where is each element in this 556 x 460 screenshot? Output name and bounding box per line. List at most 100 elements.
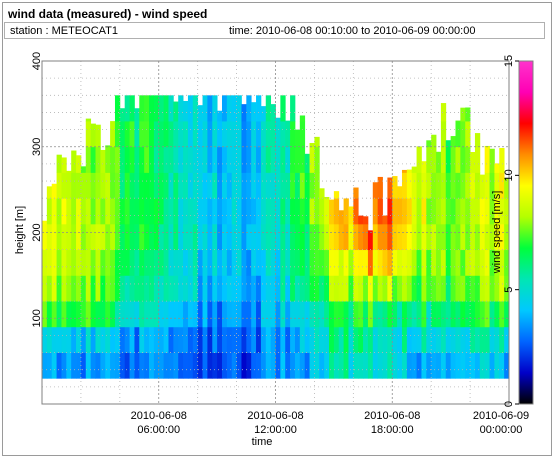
heatmap-cell (153, 146, 160, 173)
heatmap-cell (484, 301, 490, 328)
heatmap-cell (46, 198, 53, 225)
heatmap-cell (251, 301, 257, 328)
heatmap-cell (392, 275, 398, 302)
heatmap-cell (212, 249, 218, 276)
heatmap-cell (139, 121, 145, 148)
heatmap-cell (426, 326, 432, 353)
heatmap-cell (338, 275, 344, 302)
heatmap-cell (294, 352, 301, 379)
heatmap-cell (382, 326, 388, 353)
heatmap-cell (187, 275, 194, 302)
heatmap-cell (343, 301, 349, 328)
heatmap-cell (51, 223, 57, 251)
heatmap-cell (397, 223, 403, 251)
heatmap-cell (231, 223, 237, 251)
heatmap-cell (299, 326, 306, 353)
heatmap-cell (173, 275, 179, 302)
heatmap-cell (460, 301, 466, 328)
heatmap-cell (231, 198, 237, 225)
heatmap-cell (445, 146, 452, 173)
heatmap-cell (270, 275, 276, 302)
heatmap-cell (168, 301, 174, 328)
heatmap-cell (450, 352, 456, 379)
heatmap-cell (314, 301, 320, 328)
heatmap-cell (333, 275, 340, 302)
heatmap-cell (100, 275, 106, 302)
heatmap-cell (285, 352, 291, 379)
heatmap-cell (197, 198, 203, 225)
heatmap-cell (61, 301, 67, 328)
heatmap-cell (260, 223, 267, 251)
x-axis-label: time (252, 436, 273, 448)
heatmap-cell (333, 352, 340, 379)
heatmap-cell (324, 249, 330, 276)
heatmap-cell (241, 326, 247, 353)
heatmap-cell (212, 275, 218, 302)
heatmap-cell (294, 275, 301, 302)
heatmap-cell (348, 206, 354, 225)
heatmap-cell (290, 326, 296, 353)
heatmap-cell (333, 326, 340, 353)
heatmap-cell (105, 223, 111, 251)
heatmap-cell (367, 249, 374, 276)
heatmap-cell (202, 301, 208, 328)
heatmap-cell (212, 301, 218, 328)
heatmap-cell (372, 275, 379, 302)
heatmap-cell (406, 326, 413, 353)
heatmap-cell (470, 249, 476, 276)
chart-title: wind data (measured) - wind speed (8, 7, 208, 21)
heatmap-cell (324, 198, 330, 225)
heatmap-cell (105, 352, 111, 379)
heatmap-cell (95, 124, 101, 148)
heatmap-cell (421, 326, 427, 353)
heatmap-cell (436, 249, 442, 276)
station-label: station : METEOCAT1 (10, 25, 118, 37)
heatmap-cell (426, 146, 432, 173)
heatmap-cell (382, 352, 388, 379)
heatmap-cell (251, 275, 257, 302)
heatmap-cell (290, 146, 296, 173)
heatmap-cell (299, 198, 306, 225)
heatmap-cell (61, 198, 67, 225)
heatmap-cell (42, 301, 48, 328)
heatmap-cell (124, 121, 130, 148)
heatmap-cell (294, 146, 301, 173)
heatmap-cell (460, 223, 466, 251)
heatmap-cell (256, 198, 262, 225)
heatmap-cell (285, 120, 291, 122)
heatmap-cell (465, 223, 471, 251)
heatmap-cell (401, 223, 408, 251)
heatmap-cell (95, 352, 101, 379)
heatmap-cell (114, 146, 121, 173)
heatmap-cell (187, 352, 194, 379)
heatmap-cell (129, 352, 135, 379)
heatmap-cell (217, 275, 223, 302)
heatmap-cell (299, 172, 306, 199)
heatmap-cell (192, 326, 199, 353)
heatmap-cell (455, 326, 461, 353)
heatmap-cell (114, 172, 121, 199)
heatmap-cell (460, 275, 466, 302)
heatmap-cell (124, 275, 130, 302)
heatmap-cell (474, 172, 481, 199)
heatmap-cell (372, 301, 379, 328)
heatmap-cell (343, 352, 349, 379)
heatmap-cell (484, 198, 490, 225)
heatmap-cell (153, 352, 160, 379)
heatmap-cell (445, 352, 452, 379)
heatmap-cell (256, 223, 262, 251)
heatmap-cell (168, 121, 174, 148)
heatmap-cell (144, 326, 150, 353)
heatmap-cell (153, 121, 160, 148)
heatmap-cell (90, 275, 96, 302)
heatmap-cell (51, 352, 57, 379)
heatmap-cell (192, 301, 199, 328)
heatmap-cell (426, 275, 432, 302)
heatmap-cell (66, 301, 72, 328)
heatmap-cell (202, 352, 208, 379)
heatmap-cell (251, 352, 257, 379)
heatmap-cell (484, 352, 490, 379)
heatmap-cell (231, 326, 237, 353)
heatmap-cell (431, 275, 437, 302)
heatmap-cell (231, 121, 237, 148)
